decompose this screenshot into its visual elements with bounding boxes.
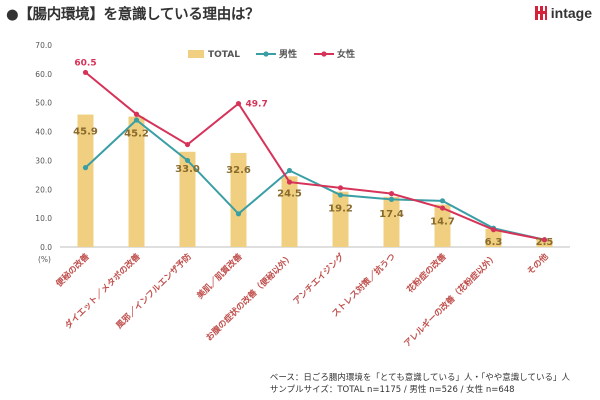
female-point-label: 60.5	[74, 58, 96, 68]
chart-title: ●【腸内環境】を意識している理由は？	[6, 7, 260, 23]
bar-value-label: 32.6	[226, 165, 251, 176]
intage-logo-icon	[534, 6, 547, 20]
legend-label: 女性	[337, 48, 355, 60]
y-tick-label: 0.0	[40, 243, 52, 252]
series-point	[133, 111, 140, 117]
bar-value-label: 2.5	[536, 237, 554, 248]
y-tick-label: 20.0	[35, 185, 52, 194]
y-tick-label: 40.0	[35, 128, 52, 137]
series-point	[82, 165, 89, 171]
footer-note: ベース：日ごろ腸内環境を「とても意識している」人・「やや意識している」人 サンプ…	[270, 372, 570, 396]
bar-value-label: 6.3	[485, 237, 503, 248]
labels: 45.9 45.2 33.0 32.6 24.5 19.2 17.4 14.7 6.3 2.5 60…	[73, 58, 553, 248]
category-label: アレルギーの改善（花粉症以外）	[402, 251, 500, 349]
female-point-label: 49.7	[246, 100, 268, 110]
category-label: 美肌／肌質改善	[195, 251, 245, 301]
bar-total	[77, 114, 94, 247]
bar-value-label: 17.4	[379, 209, 404, 220]
legend-swatch-total	[188, 50, 204, 58]
category-label: アンチエイジング	[291, 251, 347, 307]
bar-total	[179, 151, 196, 247]
series-point	[439, 205, 446, 211]
bar-value-label: 14.7	[430, 217, 455, 228]
legend-label: 男性	[279, 48, 297, 60]
category-label: お腹の症状の改善（便秘以外）	[204, 251, 296, 343]
axes: 0.010.020.030.040.050.060.070.0(%) 便秘の改善ダ…	[35, 41, 570, 349]
series-point	[286, 167, 293, 174]
bar-value-label: 19.2	[328, 204, 353, 215]
series-point	[490, 227, 497, 233]
logo-text: intage	[550, 5, 592, 21]
series-point	[133, 117, 140, 123]
intage-logo: intage	[534, 4, 592, 22]
y-tick-label: 10.0	[35, 214, 52, 223]
sample-size-note: サンプルサイズ：TOTAL n=1175 / 男性 n=526 / 女性 n=6…	[269, 385, 515, 395]
series-point	[337, 185, 344, 191]
series-point	[184, 141, 191, 148]
category-label: その他	[525, 251, 551, 277]
series-point	[82, 69, 89, 76]
bar-value-label: 45.9	[73, 127, 98, 138]
series-point	[286, 179, 293, 185]
bar-total	[128, 116, 145, 248]
series-point	[337, 192, 344, 198]
category-label: 花粉症の改善	[405, 251, 449, 295]
bar-total	[332, 191, 349, 247]
series-point	[439, 198, 446, 204]
series-point	[541, 237, 548, 243]
legend: TOTAL 男性 女性	[188, 48, 355, 60]
series-point	[235, 100, 242, 107]
bar-total	[485, 228, 502, 247]
series-line	[84, 71, 545, 241]
bar-total	[536, 239, 553, 247]
base-note: ベース：日ごろ腸内環境を「とても意識している」人・「やや意識している」人	[269, 373, 570, 383]
series-point	[235, 211, 242, 217]
bar-total	[383, 196, 400, 247]
series-line	[84, 118, 545, 241]
bar-total	[434, 204, 451, 247]
bar-value-label: 33.0	[175, 164, 200, 175]
y-tick-label: 30.0	[35, 156, 52, 165]
y-tick-label: 60.0	[35, 70, 52, 79]
bars	[77, 114, 553, 248]
y-unit-label: (%)	[38, 255, 51, 264]
series-point	[184, 157, 191, 164]
series-point	[388, 191, 395, 197]
y-tick-label: 50.0	[35, 99, 52, 108]
legend-label-total: TOTAL	[208, 50, 240, 60]
series-point	[388, 196, 395, 202]
bar-value-label: 45.2	[124, 129, 149, 140]
legend-point-swatch	[321, 51, 327, 57]
legend-point-swatch	[263, 51, 269, 57]
lines	[82, 69, 548, 243]
bar-total	[230, 152, 247, 247]
bar-total	[281, 176, 298, 247]
bar-value-label: 24.5	[277, 188, 302, 199]
y-tick-label: 70.0	[35, 41, 52, 50]
category-label: 便秘の改善	[54, 251, 92, 289]
